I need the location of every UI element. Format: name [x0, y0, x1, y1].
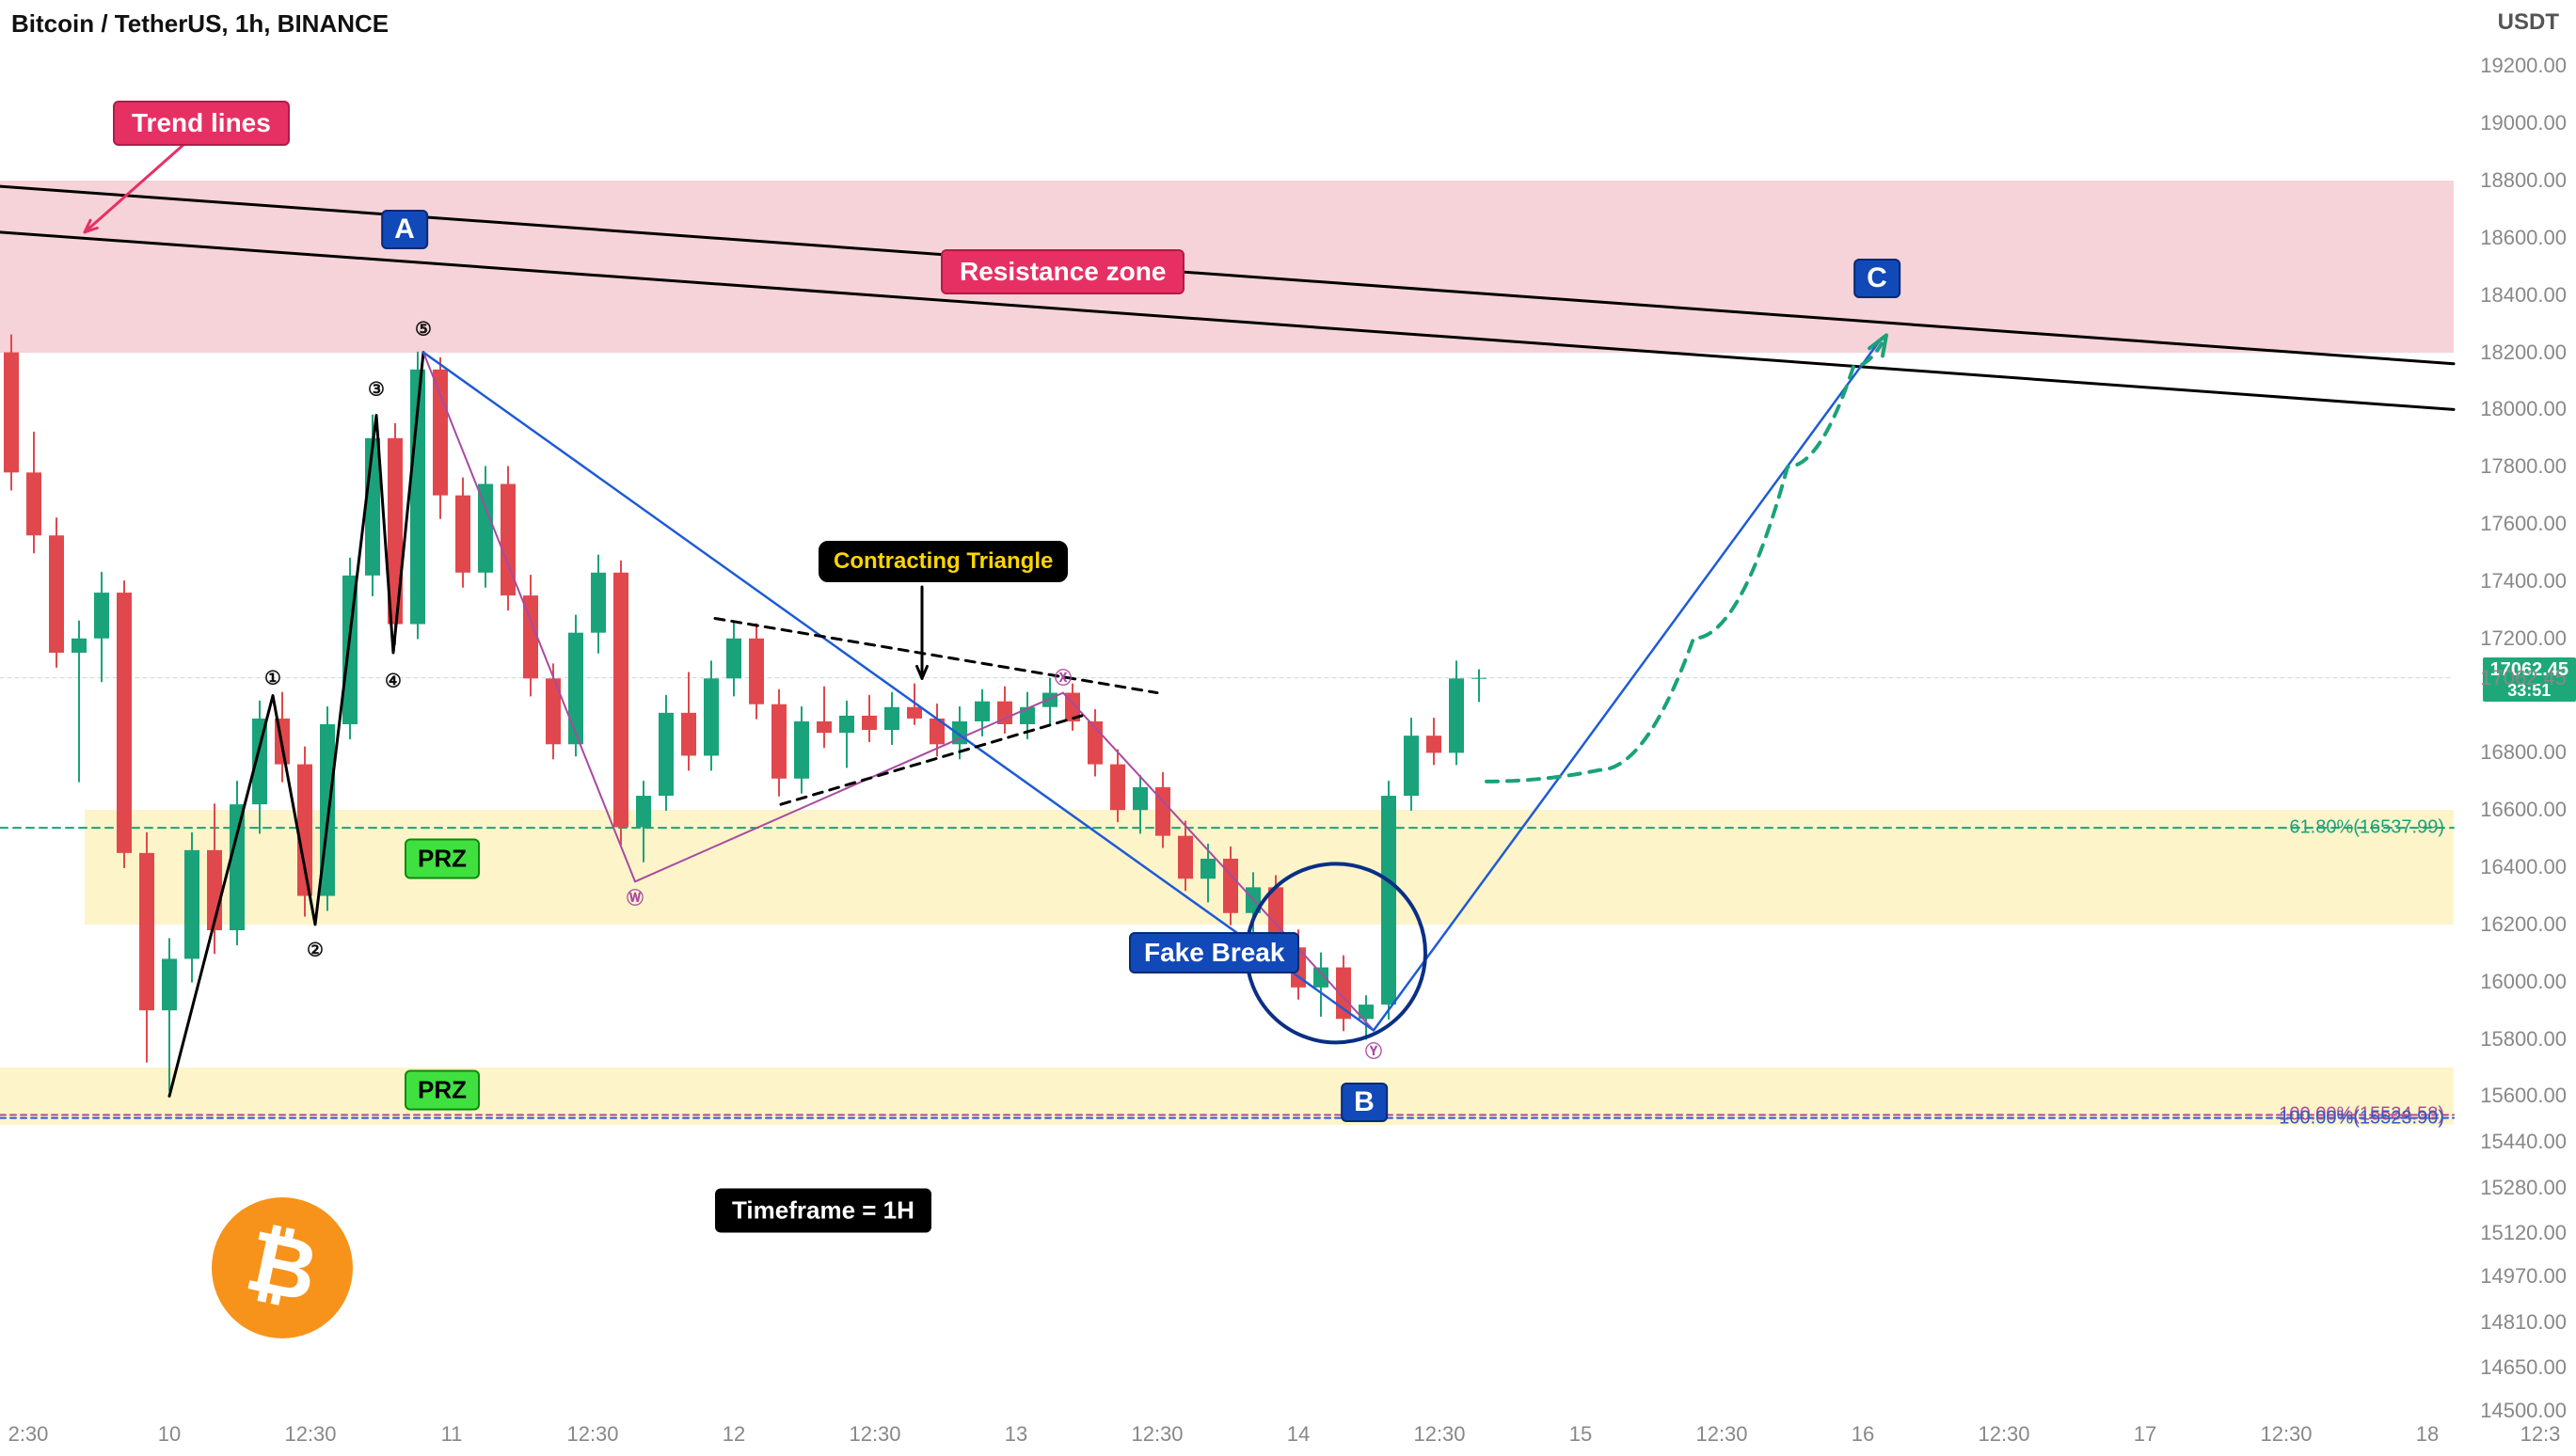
elliott-wave-letter: Ⓨ — [1365, 1038, 1382, 1063]
elliott-wave-number: ③ — [368, 378, 385, 402]
price-tick: 15280.00 — [2463, 1176, 2567, 1200]
trend-lines-label: Trend lines — [113, 101, 290, 146]
prz-label-2: PRZ — [405, 1070, 480, 1111]
price-tick: 18800.00 — [2463, 168, 2567, 193]
price-tick: 16600.00 — [2463, 798, 2567, 822]
bitcoin-logo-icon: ₿ — [212, 1197, 353, 1338]
price-tick: 16800.00 — [2463, 740, 2567, 765]
price-tick: 15600.00 — [2463, 1084, 2567, 1108]
time-tick: 12:30 — [1413, 1422, 1465, 1447]
fake-break-label: Fake Break — [1129, 932, 1299, 973]
price-tick: 14970.00 — [2463, 1264, 2567, 1289]
price-tick: 19200.00 — [2463, 54, 2567, 78]
time-tick: 18 — [2416, 1422, 2439, 1447]
time-tick: 12:30 — [566, 1422, 618, 1447]
resistance-zone-label: Resistance zone — [941, 249, 1185, 294]
price-tick: 18000.00 — [2463, 397, 2567, 421]
time-tick: 2:30 — [8, 1422, 49, 1447]
elliott-wave-number: ① — [264, 667, 281, 690]
time-tick: 10 — [158, 1422, 181, 1447]
price-tick: 16200.00 — [2463, 912, 2567, 937]
price-tick: 19000.00 — [2463, 111, 2567, 135]
price-tick: 16000.00 — [2463, 970, 2567, 994]
price-axis[interactable]: 19200.00 19000.00 18800.00 18600.00 18400.00… — [2454, 0, 2576, 1411]
time-tick: 12:30 — [1131, 1422, 1183, 1447]
wave-label-b: B — [1341, 1083, 1388, 1122]
price-tick: 17600.00 — [2463, 512, 2567, 536]
price-tick: 18600.00 — [2463, 226, 2567, 250]
time-tick: 12:30 — [1978, 1422, 2029, 1447]
price-tick: 14650.00 — [2463, 1355, 2567, 1380]
prz-label-1: PRZ — [405, 838, 480, 878]
time-axis[interactable]: 2:30 10 12:30 11 12:30 12 12:30 13 12:30 14 12:30 1… — [0, 1411, 2454, 1456]
time-tick: 11 — [441, 1422, 463, 1447]
elliott-wave-number: ② — [307, 939, 324, 962]
elliott-wave-letter: Ⓦ — [627, 885, 644, 910]
price-tick: 18200.00 — [2463, 340, 2567, 365]
time-tick: 16 — [1852, 1422, 1874, 1447]
price-tick: 17062.45 — [2463, 666, 2567, 690]
fib-label-618: 61.80%(16537.99) — [2289, 817, 2444, 839]
price-tick: 15440.00 — [2463, 1130, 2567, 1154]
time-tick: 12:30 — [849, 1422, 900, 1447]
time-tick: 15 — [1569, 1422, 1592, 1447]
price-tick: 17800.00 — [2463, 454, 2567, 479]
timeframe-label: Timeframe = 1H — [715, 1189, 931, 1233]
time-tick: 12:3 — [2520, 1422, 2561, 1447]
price-tick: 14500.00 — [2463, 1399, 2567, 1423]
resistance-zone — [0, 181, 2454, 353]
price-tick: 17400.00 — [2463, 569, 2567, 593]
fib-label-100b: 100.00%(15523.90) — [2279, 1107, 2444, 1129]
elliott-wave-letter: Ⓧ — [1055, 665, 1072, 689]
wave-label-a: A — [381, 210, 428, 249]
time-tick: 14 — [1287, 1422, 1310, 1447]
time-tick: 12:30 — [284, 1422, 336, 1447]
price-tick: 17200.00 — [2463, 626, 2567, 651]
price-tick: 14810.00 — [2463, 1310, 2567, 1335]
price-tick: 15120.00 — [2463, 1221, 2567, 1245]
contracting-triangle-label: Contracting Triangle — [819, 541, 1068, 582]
wave-label-c: C — [1853, 259, 1900, 298]
elliott-wave-number: ④ — [385, 670, 402, 693]
time-tick: 12:30 — [1695, 1422, 1747, 1447]
chart-title: Bitcoin / TetherUS, 1h, BINANCE — [11, 9, 389, 39]
price-tick: 18400.00 — [2463, 283, 2567, 308]
price-tick: 15800.00 — [2463, 1027, 2567, 1052]
time-tick: 12 — [723, 1422, 745, 1447]
elliott-wave-number: ⑤ — [415, 318, 432, 341]
price-tick: 16400.00 — [2463, 855, 2567, 879]
prz-zone-lower — [0, 1068, 2454, 1125]
chart-root[interactable]: Bitcoin / TetherUS, 1h, BINANCE USDT Tre… — [0, 0, 2576, 1456]
bitcoin-glyph: ₿ — [238, 1213, 326, 1322]
time-tick: 17 — [2134, 1422, 2156, 1447]
time-tick: 13 — [1005, 1422, 1027, 1447]
time-tick: 12:30 — [2260, 1422, 2312, 1447]
